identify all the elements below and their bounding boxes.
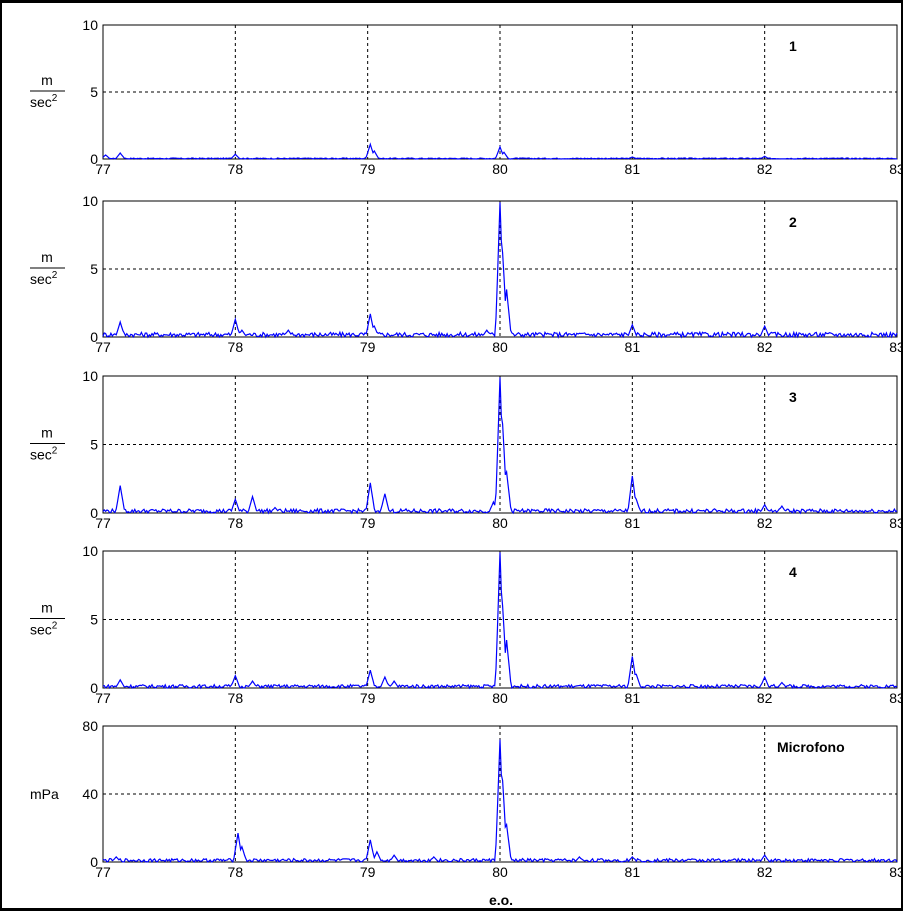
y-tick-label: 5 (90, 437, 98, 453)
subplot-3: 77 78 79 80 81 82 83 0 5 10 m sec2 3 (30, 368, 903, 531)
y-axis-label-denominator: sec2 (30, 446, 58, 463)
x-tick-label: 80 (492, 690, 508, 706)
y-axis-label: mPa (30, 786, 59, 802)
exponent: 2 (52, 270, 58, 281)
panel-annotation: 2 (789, 214, 797, 230)
x-tick-label: 82 (757, 515, 773, 531)
subplot-5: 77 78 79 80 81 82 83 0 40 80 mPa Microfono (30, 718, 903, 880)
subplot-4: 77 78 79 80 81 82 83 0 5 10 m sec2 4 (30, 543, 903, 706)
y-tick-label: 5 (90, 84, 98, 100)
x-tick-label: 78 (228, 690, 244, 706)
exponent: 2 (52, 446, 58, 457)
x-tick-label: 80 (492, 864, 508, 880)
exponent: 2 (52, 93, 58, 104)
y-tick-label: 80 (82, 718, 98, 734)
y-axis-label-numerator: m (41, 600, 53, 616)
x-tick-label: 78 (228, 339, 244, 355)
x-tick-label: 83 (889, 339, 903, 355)
x-tick-label: 81 (625, 515, 641, 531)
x-tick-label: 79 (360, 690, 376, 706)
panel-annotation: 1 (789, 38, 797, 54)
series-line (102, 202, 898, 339)
x-tick-label: 83 (889, 515, 903, 531)
y-tick-label: 0 (90, 505, 98, 521)
series-line (102, 142, 897, 160)
series-line (102, 377, 898, 515)
x-tick-label: 77 (95, 864, 111, 880)
y-tick-label: 10 (82, 543, 98, 559)
x-tick-label: 79 (360, 515, 376, 531)
x-tick-label: 78 (228, 864, 244, 880)
x-tick-label: 78 (228, 515, 244, 531)
y-tick-label: 0 (90, 329, 98, 345)
plots-canvas: 77 78 79 80 81 82 83 0 5 10 m sec2 1 77 78 79 80 81 82 83 0 5… (30, 17, 903, 880)
panel-annotation: Microfono (777, 739, 845, 755)
y-axis-label-denominator: sec2 (30, 93, 58, 110)
x-tick-label: 82 (757, 161, 773, 177)
y-tick-label: 5 (90, 261, 98, 277)
x-tick-label: 78 (228, 161, 244, 177)
x-tick-label: 81 (625, 690, 641, 706)
x-tick-label: 77 (95, 161, 111, 177)
x-tick-label: 81 (625, 161, 641, 177)
x-tick-label: 82 (757, 864, 773, 880)
x-tick-label: 80 (492, 515, 508, 531)
y-tick-label: 0 (90, 680, 98, 696)
subplot-1: 77 78 79 80 81 82 83 0 5 10 m sec2 1 (30, 17, 903, 177)
y-tick-label: 10 (82, 193, 98, 209)
y-tick-label: 0 (90, 854, 98, 870)
x-tick-label: 79 (360, 864, 376, 880)
x-tick-label: 80 (492, 339, 508, 355)
x-tick-label: 79 (360, 339, 376, 355)
series-line (102, 739, 898, 864)
exponent: 2 (52, 621, 58, 632)
x-tick-label: 83 (889, 864, 903, 880)
series-line (102, 552, 898, 690)
y-axis-label-denominator: sec2 (30, 270, 58, 287)
x-tick-label: 81 (625, 864, 641, 880)
y-tick-label: 5 (90, 612, 98, 628)
x-tick-label: 77 (95, 515, 111, 531)
x-tick-label: 83 (889, 690, 903, 706)
x-tick-label: 80 (492, 161, 508, 177)
y-axis-label-numerator: m (41, 425, 53, 441)
y-tick-label: 10 (82, 17, 98, 33)
x-tick-label: 77 (95, 690, 111, 706)
x-tick-label: 79 (360, 161, 376, 177)
x-tick-label: 81 (625, 339, 641, 355)
y-tick-label: 10 (82, 368, 98, 384)
y-tick-label: 0 (90, 151, 98, 167)
panel-annotation: 4 (789, 564, 797, 580)
y-axis-label-numerator: m (41, 72, 53, 88)
x-tick-label: 82 (757, 690, 773, 706)
y-tick-label: 40 (82, 786, 98, 802)
y-axis-label-denominator: sec2 (30, 621, 58, 638)
x-tick-label: 83 (889, 161, 903, 177)
panel-annotation: 3 (789, 389, 797, 405)
x-tick-label: 82 (757, 339, 773, 355)
y-axis-label-numerator: m (41, 249, 53, 265)
x-tick-label: 77 (95, 339, 111, 355)
